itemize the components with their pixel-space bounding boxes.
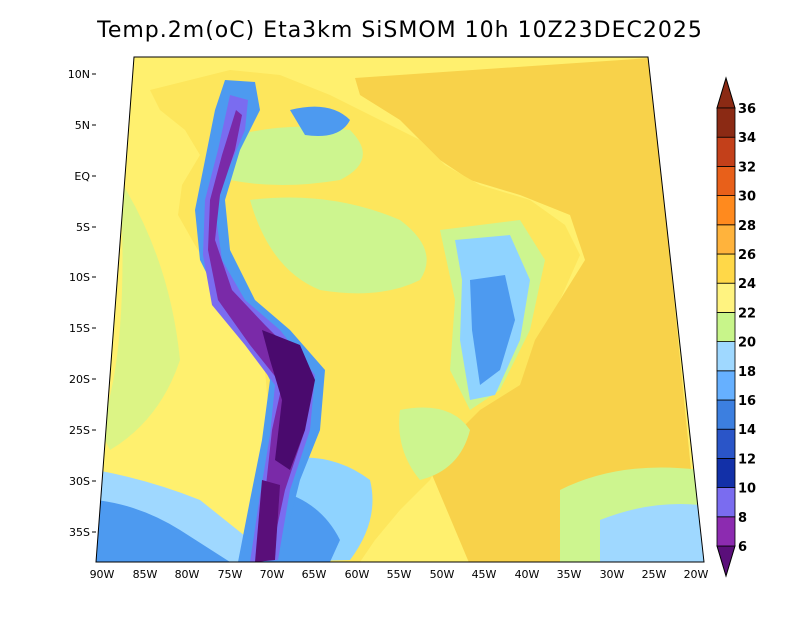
- colorbar-label: 14: [738, 423, 756, 438]
- lon-label-60w: 60W: [345, 568, 370, 581]
- colorbar-segment: [716, 428, 736, 459]
- lat-label-eq: EQ: [74, 170, 90, 183]
- lon-label-55w: 55W: [387, 568, 412, 581]
- colorbar: 6 8 10 12 14 16 18 20 22 24 26 28 30 32 34 36: [716, 76, 756, 578]
- lat-label-5n: 5N: [75, 119, 90, 132]
- colorbar-segment: [716, 253, 736, 284]
- colorbar-low-arrow: [716, 545, 736, 578]
- colorbar-high-arrow: [716, 76, 736, 109]
- colorbar-label: 22: [738, 306, 756, 321]
- lat-label-15s: 15S: [69, 322, 90, 335]
- lon-label-50w: 50W: [430, 568, 455, 581]
- colorbar-segment: [716, 195, 736, 226]
- colorbar-label: 20: [738, 336, 756, 351]
- longitude-axis: 90W 85W 80W 75W 70W 65W 60W 55W 50W 45W …: [90, 568, 709, 581]
- colorbar-segment: [716, 516, 736, 547]
- lat-label-30s: 30S: [69, 475, 90, 488]
- colorbar-label: 18: [738, 365, 756, 380]
- highlands-cold: [470, 275, 515, 385]
- southern-andes-deep: [255, 480, 280, 562]
- colorbar-label: 30: [738, 190, 756, 205]
- colorbar-label: 26: [738, 248, 756, 263]
- colorbar-label: 24: [738, 277, 756, 292]
- lat-label-20s: 20S: [69, 373, 90, 386]
- south-america-land: [150, 70, 580, 562]
- lat-label-10n: 10N: [68, 68, 90, 81]
- altiplano-deep: [262, 330, 315, 470]
- lon-label-40w: 40W: [515, 568, 540, 581]
- colorbar-label: 12: [738, 452, 756, 467]
- colorbar-label: 8: [738, 511, 747, 526]
- lon-label-90w: 90W: [90, 568, 115, 581]
- colorbar-segment: [716, 341, 736, 372]
- pacific-south-cold: [96, 500, 230, 562]
- lon-label-75w: 75W: [218, 568, 243, 581]
- lon-label-45w: 45W: [472, 568, 497, 581]
- colorbar-segment: [716, 282, 736, 313]
- map-frame: [95, 56, 705, 563]
- lon-label-35w: 35W: [557, 568, 582, 581]
- northwest-mild: [220, 126, 363, 185]
- temperature-field: [96, 57, 704, 562]
- colorbar-segment: [716, 487, 736, 518]
- venezuela-cool: [290, 106, 350, 136]
- colorbar-segment: [716, 370, 736, 401]
- lat-label-10s: 10S: [69, 271, 90, 284]
- lon-label-80w: 80W: [175, 568, 200, 581]
- colorbar-segment: [716, 311, 736, 342]
- colorbar-label: 36: [738, 102, 756, 117]
- amazon-mild: [250, 197, 427, 294]
- lon-label-25w: 25W: [642, 568, 667, 581]
- colorbar-label: 34: [738, 131, 756, 146]
- colorbar-segment: [716, 399, 736, 430]
- south-brazil-mild: [399, 407, 470, 480]
- lon-label-70w: 70W: [260, 568, 285, 581]
- colorbar-label: 16: [738, 394, 756, 409]
- colorbar-segment: [716, 224, 736, 255]
- lon-label-20w: 20W: [684, 568, 709, 581]
- lon-label-30w: 30W: [600, 568, 625, 581]
- map-title: Temp.2m(oC) Eta3km SiSMOM 10h 10Z23DEC20…: [97, 18, 703, 43]
- colorbar-segment: [716, 136, 736, 167]
- latitude-axis: 10N 5N EQ 5S 10S 15S 20S 25S 30S 35S: [68, 68, 96, 539]
- colorbar-segment: [716, 107, 736, 138]
- lon-label-85w: 85W: [133, 568, 158, 581]
- lat-label-5s: 5S: [76, 221, 90, 234]
- lon-label-65w: 65W: [302, 568, 327, 581]
- lat-label-35s: 35S: [69, 526, 90, 539]
- pacific-mild: [100, 180, 180, 450]
- colorbar-label: 32: [738, 160, 756, 175]
- south-atlantic-cool: [600, 504, 704, 562]
- colorbar-label: 6: [738, 540, 747, 555]
- colorbar-segment: [716, 457, 736, 488]
- colorbar-segment: [716, 165, 736, 196]
- lat-label-25s: 25S: [69, 424, 90, 437]
- colorbar-label: 10: [738, 482, 756, 497]
- colorbar-label: 28: [738, 219, 756, 234]
